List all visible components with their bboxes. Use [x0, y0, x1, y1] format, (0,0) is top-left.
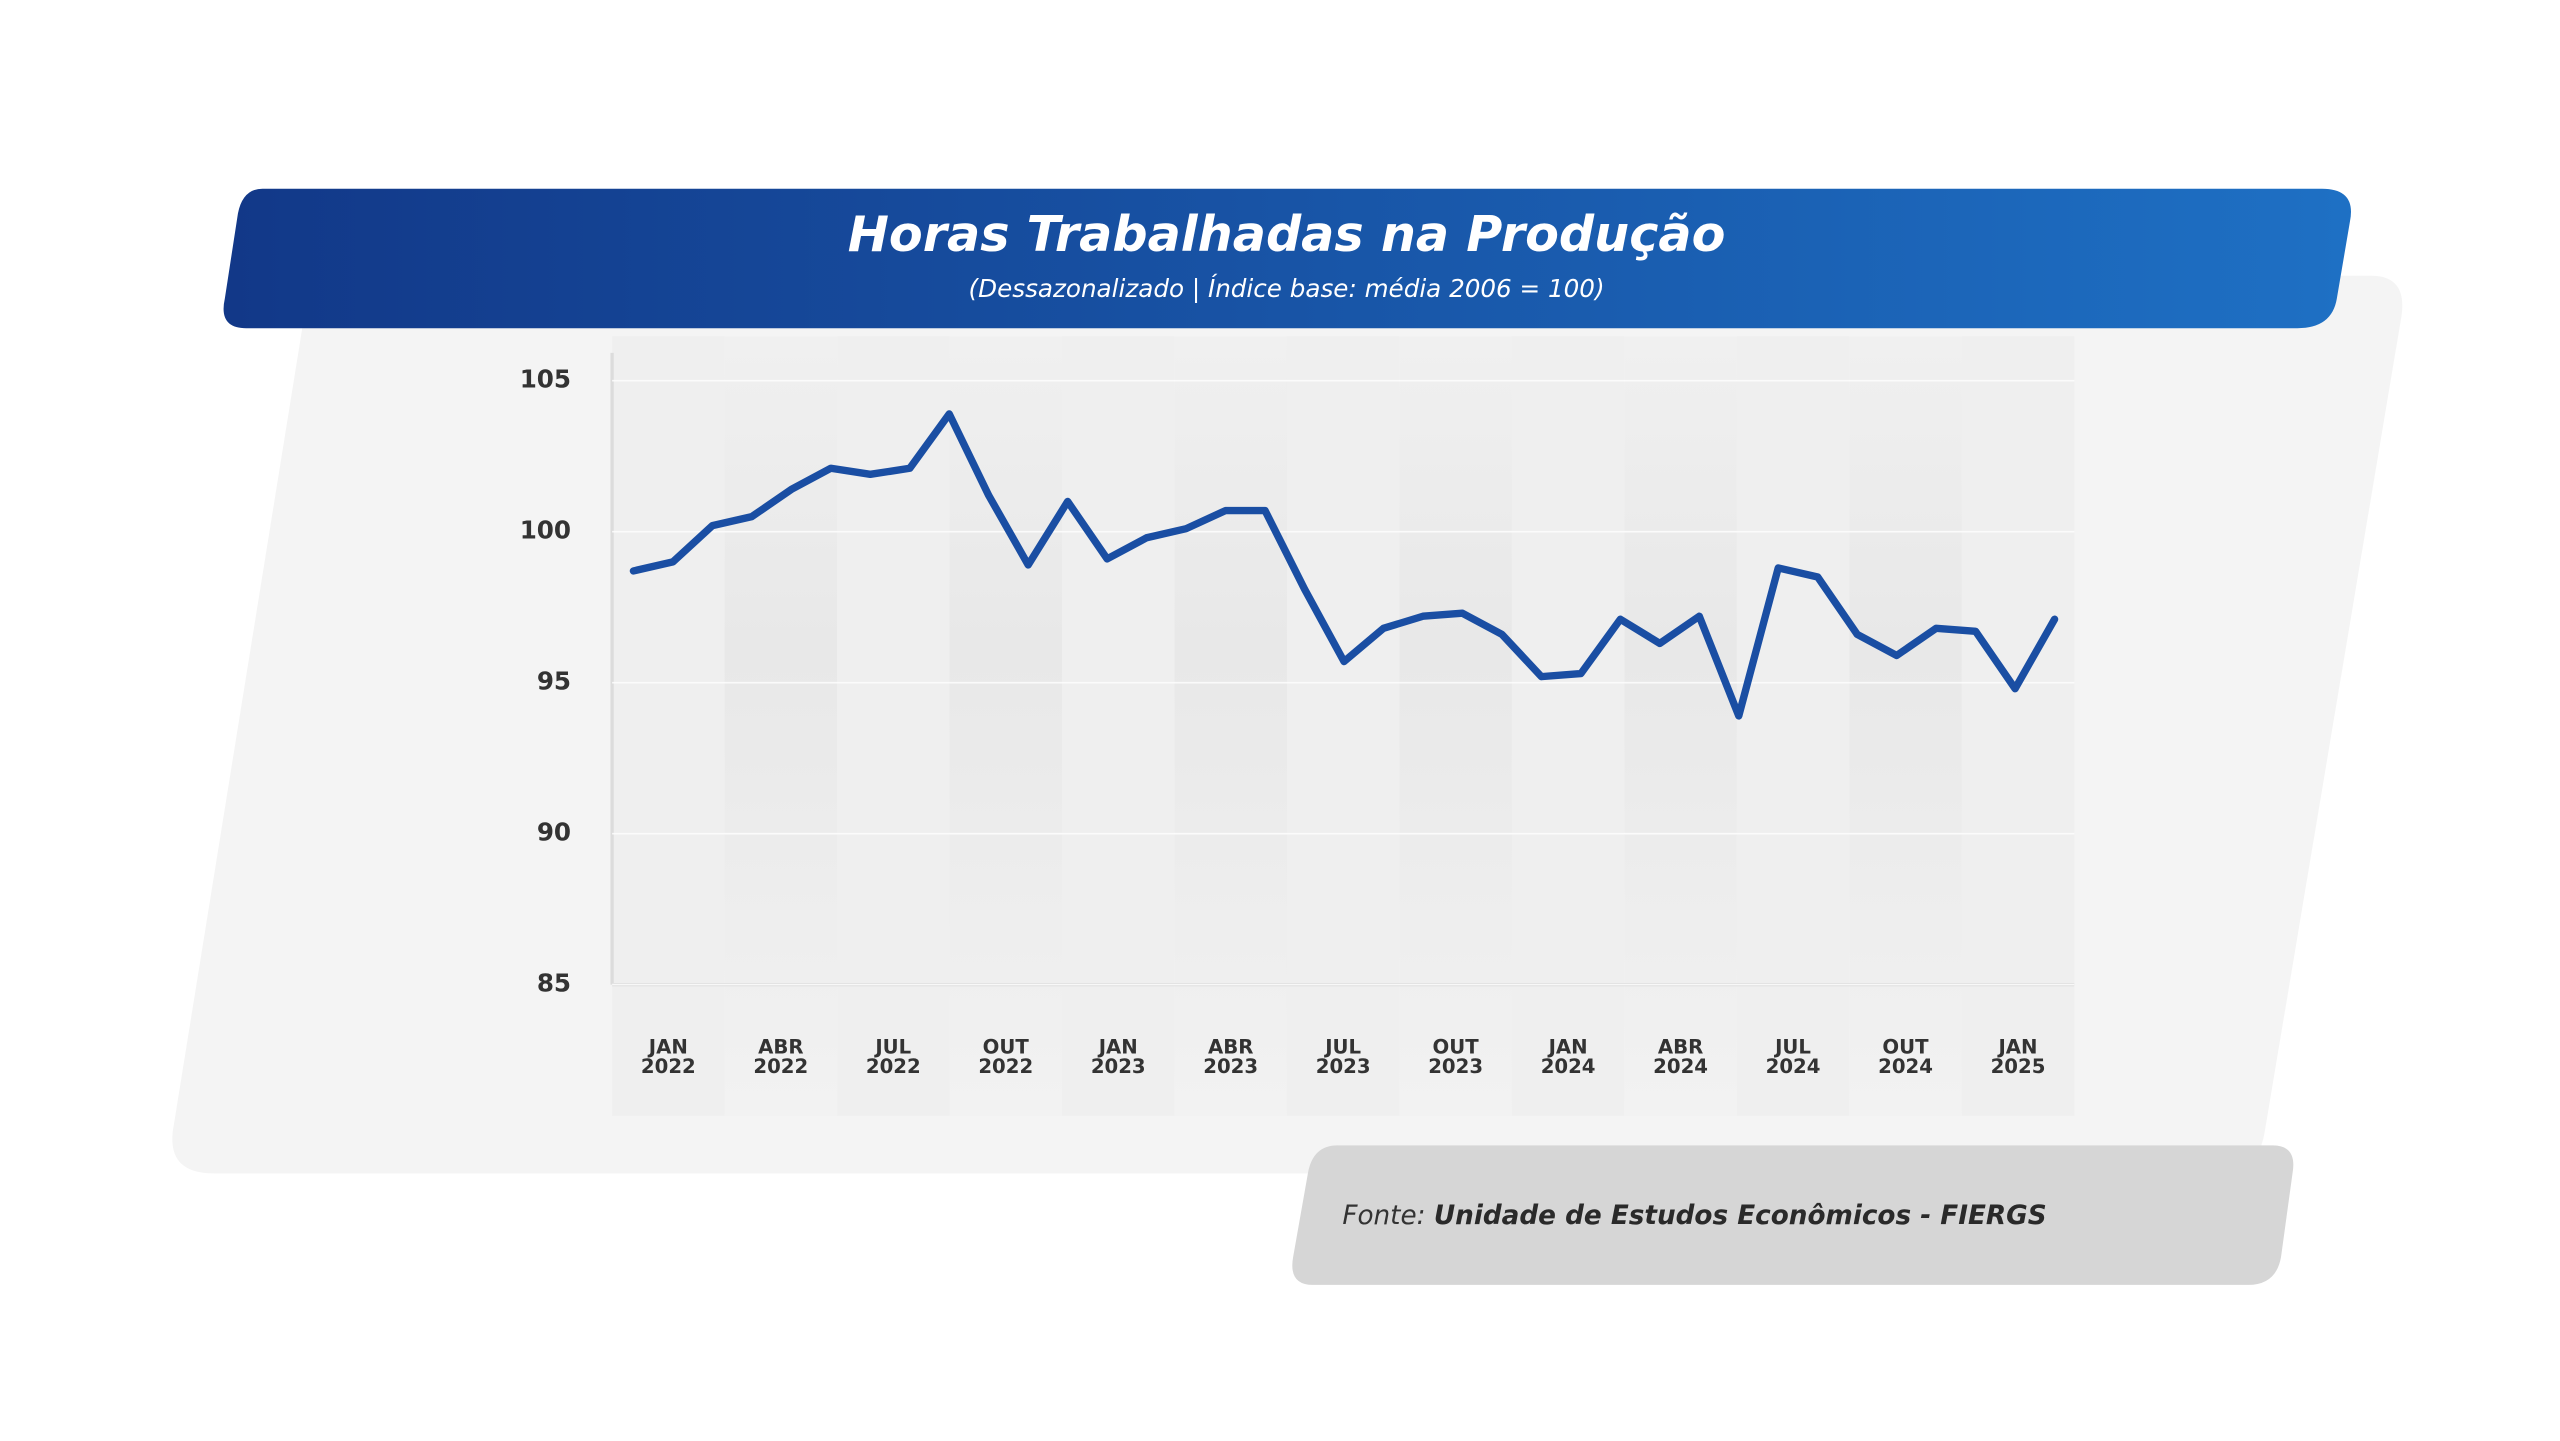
x-tick-label: JAN 2022: [640, 1035, 696, 1079]
y-tick-label: 105: [520, 365, 571, 394]
x-tick-label: JUL 2024: [1765, 1035, 1821, 1079]
plot-band: [1624, 336, 1737, 1116]
data-line: [629, 410, 2059, 720]
plot-band: [724, 336, 838, 1116]
y-tick-label: 95: [537, 667, 571, 696]
x-tick-label: OUT 2024: [1878, 1035, 1933, 1079]
plot-band: [1736, 336, 1850, 1116]
chart-subtitle: (Dessazonalizado | Índice base: média 20…: [968, 274, 1605, 304]
plot-band: [612, 336, 725, 1116]
y-tick-label: 90: [537, 818, 571, 847]
plot-band: [1061, 336, 1175, 1116]
source: Fonte: Unidade de Estudos Econômicos - F…: [1342, 1200, 2046, 1231]
x-tick-label: ABR 2024: [1653, 1035, 1709, 1079]
y-tick-label: 85: [537, 969, 571, 998]
plot-band: [1511, 336, 1625, 1116]
x-tick-label: OUT 2023: [1428, 1035, 1484, 1079]
plot-band: [1961, 336, 2075, 1116]
source-box: [1292, 1145, 2294, 1285]
plot-band: [837, 336, 950, 1116]
x-tick-label: JUL 2022: [865, 1035, 921, 1079]
x-tick-label: JAN 2023: [1090, 1035, 1146, 1079]
source-label: Fonte:: [1342, 1199, 1426, 1231]
x-tick-label: ABR 2022: [753, 1035, 809, 1079]
title-banner: [223, 188, 2351, 329]
x-tick-label: JAN 2025: [1990, 1035, 2046, 1079]
plot-bands: [612, 336, 2075, 1116]
x-tick-label: JAN 2024: [1540, 1035, 1596, 1079]
plot-band: [1286, 336, 1400, 1116]
x-tick-label: OUT 2022: [978, 1035, 1034, 1079]
chart-title: Horas Trabalhadas na Produção: [847, 206, 1726, 265]
plot-band: [1399, 336, 1512, 1116]
plot-band: [1849, 336, 1962, 1116]
x-tick-label: ABR 2023: [1203, 1035, 1259, 1079]
y-tick-label: 100: [520, 516, 571, 545]
source-text: Unidade de Estudos Econômicos - FIERGS: [1433, 1199, 2047, 1231]
x-tick-label: JUL 2023: [1315, 1035, 1371, 1079]
plot-band: [1174, 336, 1287, 1116]
